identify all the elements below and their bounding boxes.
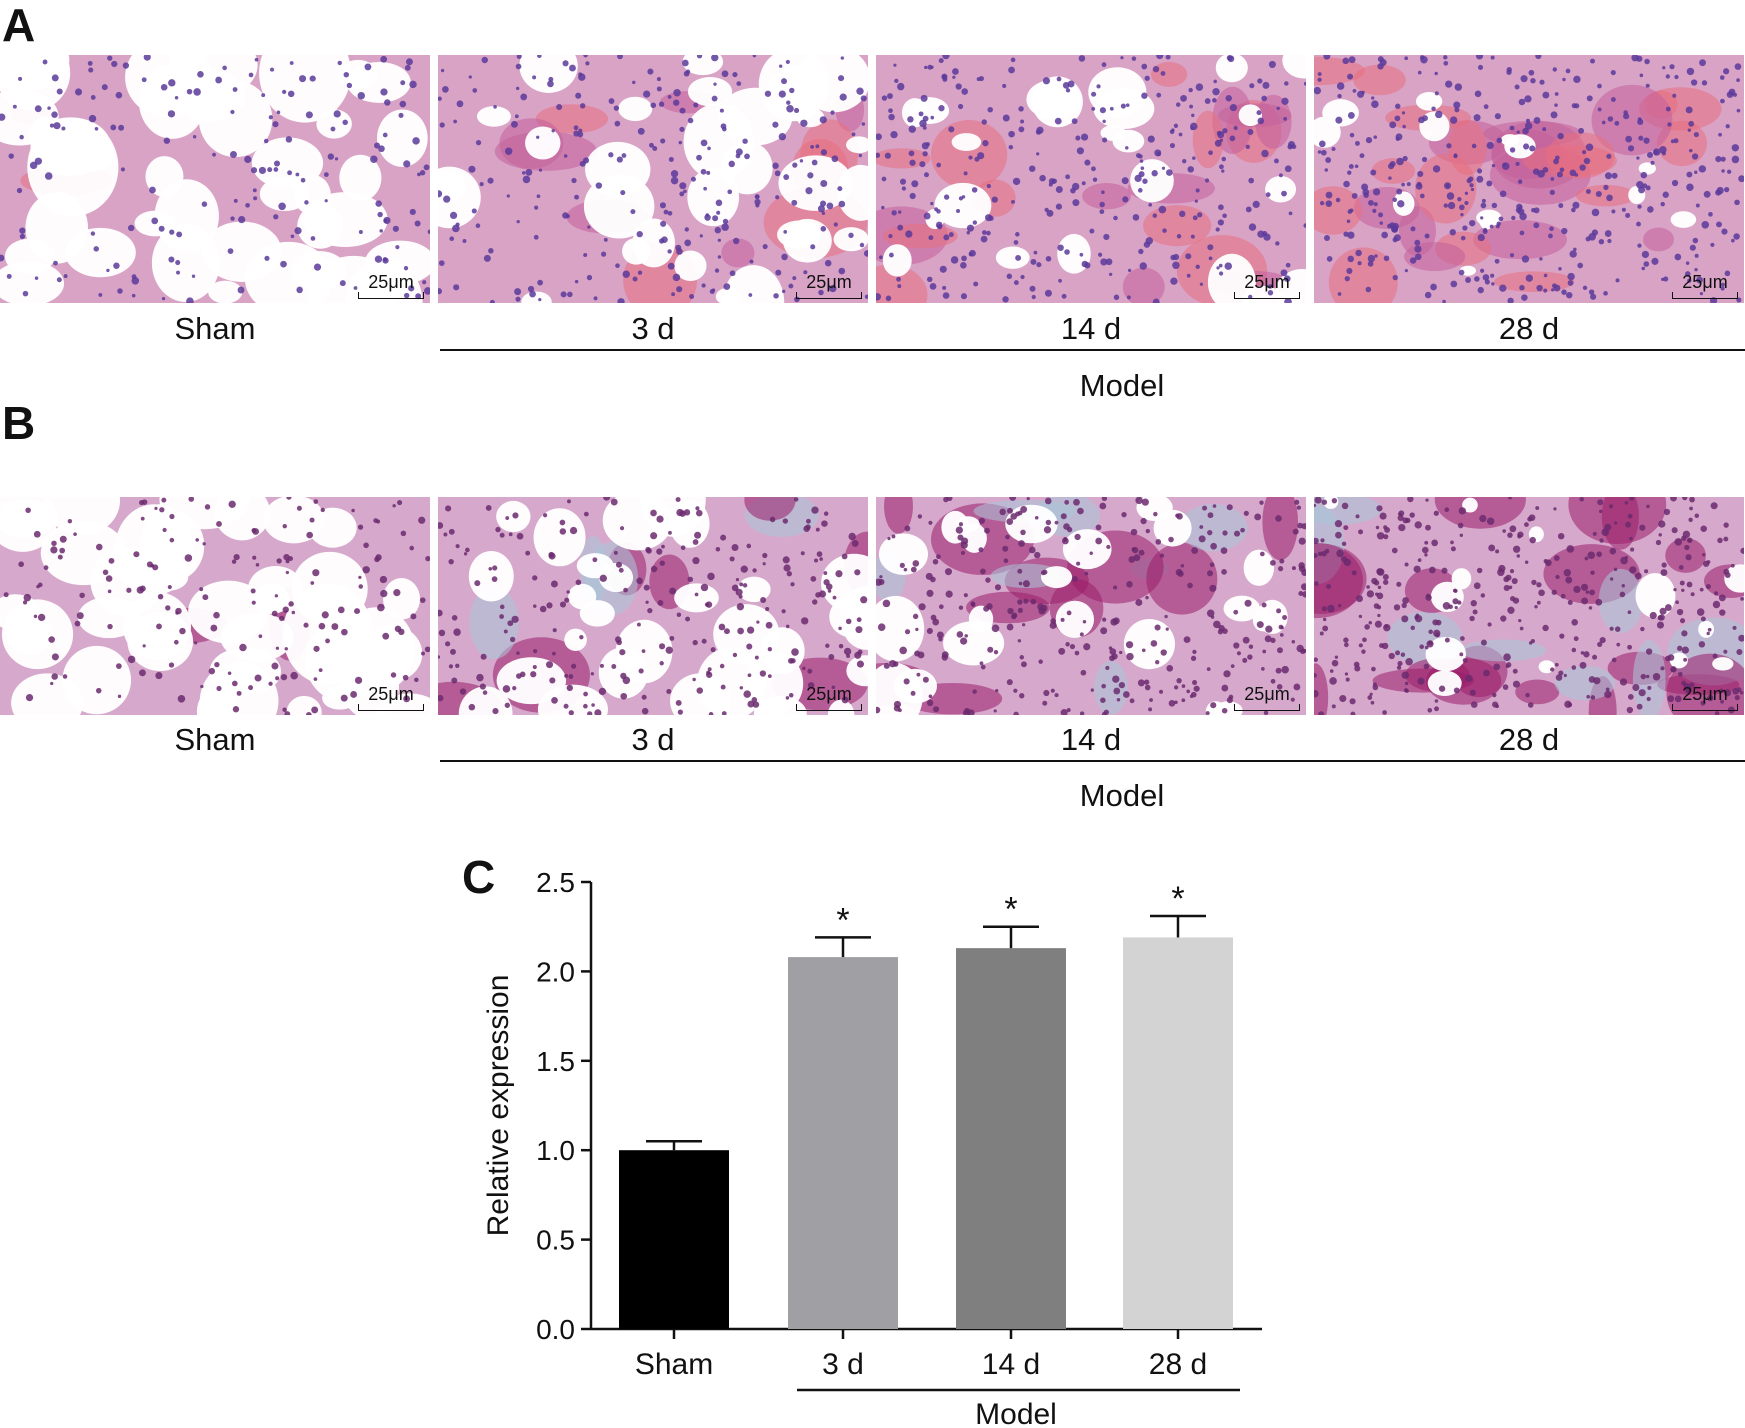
scale-bar-label: 25μm	[806, 272, 852, 292]
model-group-line	[440, 349, 1745, 351]
scale-bar: 25μm	[1234, 685, 1300, 711]
condition-label: 28 d	[1498, 722, 1560, 757]
scale-bar: 25μm	[1672, 685, 1738, 711]
scale-bar-label: 25μm	[1682, 684, 1728, 704]
scale-bar-label: 25μm	[1682, 272, 1728, 292]
scale-bar-label: 25μm	[1244, 272, 1290, 292]
significance-marker: *	[836, 901, 849, 939]
micrograph-b-1	[438, 497, 868, 715]
scale-bar-label: 25μm	[1244, 684, 1290, 704]
bar-0	[619, 1150, 729, 1329]
significance-marker: *	[1171, 880, 1184, 918]
x-tick-label: 14 d	[982, 1348, 1040, 1381]
condition-label: 28 d	[1498, 311, 1560, 346]
x-tick-label: 3 d	[822, 1348, 864, 1381]
y-tick-label: 1.0	[536, 1135, 575, 1166]
micrograph-a-3	[1314, 55, 1744, 303]
scale-bar-label: 25μm	[806, 684, 852, 704]
significance-marker: *	[1004, 891, 1017, 929]
y-tick-label: 0.0	[536, 1314, 575, 1345]
model-group-line	[440, 760, 1745, 762]
x-tick-label: 28 d	[1149, 1348, 1207, 1381]
y-tick-label: 2.5	[536, 867, 575, 898]
y-axis-label: Relative expression	[482, 975, 515, 1237]
scale-bar: 25μm	[358, 685, 424, 711]
scale-bar: 25μm	[1234, 273, 1300, 299]
model-group-label: Model	[1079, 368, 1165, 403]
micrograph-a-2	[876, 55, 1306, 303]
scale-bar-label: 25μm	[368, 272, 414, 292]
scale-bar: 25μm	[1672, 273, 1738, 299]
scale-bar: 25μm	[796, 273, 862, 299]
micrograph-a-0	[0, 55, 430, 303]
y-tick-label: 0.5	[536, 1225, 575, 1256]
model-group-label: Model	[975, 1398, 1057, 1428]
condition-label: Sham	[174, 311, 256, 346]
scale-bar-label: 25μm	[368, 684, 414, 704]
condition-label: Sham	[174, 722, 256, 757]
panel-c-letter: C	[462, 851, 496, 903]
bar-1	[788, 957, 898, 1329]
bar-2	[956, 948, 1066, 1329]
condition-label: 3 d	[631, 311, 675, 346]
bar-3	[1123, 937, 1233, 1329]
model-group-label: Model	[1079, 778, 1165, 813]
panel-a-letter: A	[2, 0, 36, 51]
condition-label: 3 d	[631, 722, 675, 757]
y-tick-label: 2.0	[536, 956, 575, 987]
micrograph-b-3	[1314, 497, 1744, 715]
panel-b-letter: B	[2, 397, 36, 449]
condition-label: 14 d	[1060, 311, 1122, 346]
condition-label: 14 d	[1060, 722, 1122, 757]
micrograph-a-1	[438, 55, 868, 303]
scale-bar: 25μm	[358, 273, 424, 299]
y-tick-label: 1.5	[536, 1046, 575, 1077]
micrograph-b-0	[0, 497, 430, 715]
x-tick-label: Sham	[635, 1348, 713, 1381]
micrograph-b-2	[876, 497, 1306, 715]
scale-bar: 25μm	[796, 685, 862, 711]
